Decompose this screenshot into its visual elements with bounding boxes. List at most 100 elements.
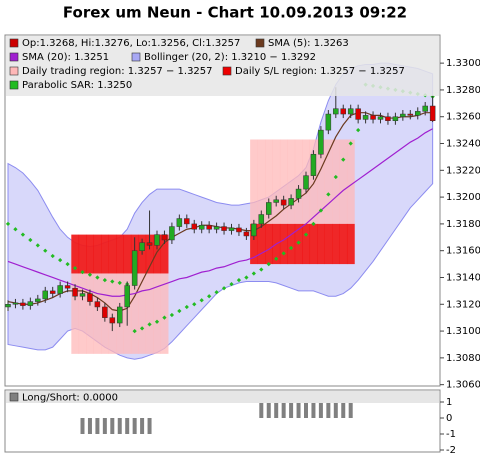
legend-swatch xyxy=(9,66,19,76)
region-segment xyxy=(317,139,325,265)
candle-body xyxy=(340,108,346,115)
y-tick-label: 1.3200 xyxy=(446,192,480,203)
y-tick-label: 1.3260 xyxy=(446,112,480,123)
y-tick-label: 1.3160 xyxy=(446,246,480,257)
indicator-line xyxy=(7,128,433,297)
y-tick-label: 1.3300 xyxy=(446,58,480,69)
legend-swatch xyxy=(9,52,19,62)
bar xyxy=(117,418,122,434)
bar xyxy=(289,402,294,418)
bar xyxy=(326,402,331,418)
candle-body xyxy=(377,116,384,120)
region-segment xyxy=(302,223,311,265)
legend-box xyxy=(6,391,439,403)
candle-body xyxy=(251,223,257,237)
region-segment xyxy=(250,223,258,265)
region-segment xyxy=(287,223,296,265)
sar-dot xyxy=(132,328,137,334)
region-segment xyxy=(145,234,154,274)
y-tick-label: -1 xyxy=(446,429,456,440)
region-segment xyxy=(153,234,162,274)
y-tick-label: 1.3180 xyxy=(446,219,480,230)
candle-body xyxy=(139,242,145,251)
sar-dot xyxy=(356,127,361,133)
region-segment xyxy=(339,139,348,265)
candle-body xyxy=(102,306,108,318)
sar-dot xyxy=(251,271,256,276)
legend-label: Bollinger (20, 2): 1.3210 − 1.3292 xyxy=(144,52,316,63)
bar xyxy=(80,418,85,434)
sar-dot xyxy=(28,237,33,243)
candle-body xyxy=(429,105,436,121)
bar xyxy=(274,402,279,418)
sar-dot xyxy=(154,319,160,324)
sar-dot xyxy=(244,275,249,280)
candle-body xyxy=(42,290,48,300)
region-segment xyxy=(324,139,333,265)
bar xyxy=(125,418,130,434)
legend-swatch xyxy=(131,52,141,62)
candle-body xyxy=(49,290,56,294)
sar-dot xyxy=(184,304,189,310)
legend-label: Parabolic SAR: 1.3250 xyxy=(22,80,132,91)
candle-body xyxy=(415,111,421,116)
region-segment xyxy=(309,223,318,265)
region-segment xyxy=(279,223,288,265)
sar-dot xyxy=(348,141,353,146)
region-segment xyxy=(160,234,169,354)
candle-body xyxy=(370,115,376,120)
candle-body xyxy=(243,231,250,237)
region-segment xyxy=(257,139,266,265)
y-tick-label: 1.3240 xyxy=(446,139,480,150)
region-segment xyxy=(93,234,102,354)
region-segment xyxy=(86,234,94,274)
bar xyxy=(341,402,346,418)
candle-body xyxy=(79,293,86,297)
region-segment xyxy=(145,234,154,354)
candle-body xyxy=(310,153,317,176)
y-tick-label: 1.3220 xyxy=(446,165,480,176)
bar xyxy=(259,402,264,418)
sar-dot xyxy=(236,278,242,283)
sar-dot xyxy=(311,221,316,227)
sar-dot xyxy=(333,174,338,180)
legend-box xyxy=(6,36,439,96)
bar xyxy=(140,418,145,434)
sar-dot xyxy=(43,248,48,253)
candle-body xyxy=(124,285,130,308)
region-segment xyxy=(346,139,355,265)
y-tick-label: 1.3100 xyxy=(446,326,480,337)
candle-body xyxy=(295,188,302,199)
bar xyxy=(132,418,137,434)
candle-body xyxy=(325,113,332,131)
sar-dot xyxy=(259,267,264,272)
candle-body xyxy=(362,115,369,120)
legend-label: Daily trading region: 1.3257 − 1.3257 xyxy=(22,66,213,77)
sar-dot xyxy=(341,157,346,162)
y-tick-label: 0 xyxy=(446,413,452,424)
candle-body xyxy=(12,302,19,305)
candle-body xyxy=(87,293,93,302)
candle-body xyxy=(64,285,71,289)
bar xyxy=(304,402,308,418)
candle-body xyxy=(20,302,26,306)
bar xyxy=(102,418,107,434)
candle-body xyxy=(206,224,212,230)
candle-body xyxy=(280,199,287,206)
candle-body xyxy=(288,198,294,206)
region-segment xyxy=(309,139,318,265)
candle-body xyxy=(27,301,34,306)
y-tick-label: 1.3060 xyxy=(446,380,480,391)
sar-dot xyxy=(35,243,40,248)
candle-body xyxy=(333,108,339,115)
sar-dot xyxy=(281,251,286,256)
sar-dot xyxy=(318,208,324,213)
y-tick-label: 1 xyxy=(446,397,452,408)
region-segment xyxy=(324,223,333,265)
sar-dot xyxy=(296,240,301,245)
candle-body xyxy=(94,301,101,308)
region-segment xyxy=(116,234,124,354)
region-segment xyxy=(108,234,117,274)
